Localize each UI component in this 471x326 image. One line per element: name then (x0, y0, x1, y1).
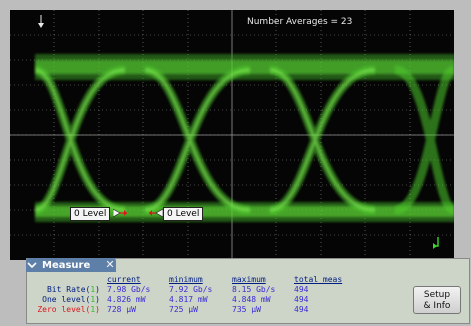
eye-diagram-plot (10, 10, 454, 260)
setup-button-line1: Setup (423, 290, 451, 300)
label-end: ) (95, 305, 100, 314)
measure-tab[interactable]: Measure (26, 258, 116, 272)
column-header-total-meas: total meas (294, 275, 343, 284)
trigger-marker-icon[interactable] (36, 15, 46, 29)
source-channel: 1 (90, 285, 96, 294)
chevron-down-icon[interactable] (26, 260, 38, 270)
value-total: 494 (294, 295, 309, 304)
value-current: 728 µW (107, 305, 136, 314)
setup-button-line2: & Info (423, 301, 451, 311)
value-minimum: 4.817 mW (169, 295, 208, 304)
label-text: Bit Rate( (46, 285, 91, 294)
label-text: One level( (42, 295, 91, 304)
column-header-current: current (107, 275, 141, 284)
arrow-left-icon (149, 208, 163, 218)
value-minimum: 725 µW (169, 305, 198, 314)
measure-tab-label: Measure (42, 259, 91, 271)
arrow-right-icon (113, 208, 127, 218)
label-end: ) (95, 285, 100, 294)
column-header-maximum: maximum (232, 275, 266, 284)
value-maximum: 4.848 mW (232, 295, 271, 304)
source-channel: 1 (90, 305, 96, 314)
label-end: ) (95, 295, 100, 304)
value-current: 7.98 Gb/s (107, 285, 151, 294)
value-maximum: 735 µW (232, 305, 261, 314)
zero-level-marker-left: 0 Level (70, 207, 111, 221)
zero-level-marker-right: 0 Level (163, 207, 204, 221)
close-icon[interactable]: ✕ (105, 258, 115, 271)
value-total: 494 (294, 285, 309, 294)
eye-traces (33, 54, 454, 222)
measurement-row-label[interactable]: Bit Rate(1) (20, 285, 100, 294)
source-channel: 1 (90, 295, 96, 304)
channel-marker-icon[interactable] (432, 236, 444, 250)
setup-info-button[interactable]: Setup & Info (413, 286, 461, 314)
value-current: 4.826 mW (107, 295, 146, 304)
measurement-row-label[interactable]: One level(1) (20, 295, 100, 304)
number-averages-readout: Number Averages = 23 (247, 17, 353, 27)
measurement-row-label[interactable]: Zero level(1) (20, 305, 100, 314)
value-total: 494 (294, 305, 309, 314)
value-maximum: 8.15 Gb/s (232, 285, 276, 294)
value-minimum: 7.92 Gb/s (169, 285, 213, 294)
column-header-minimum: minimum (169, 275, 203, 284)
label-text: Zero level( (37, 305, 91, 314)
